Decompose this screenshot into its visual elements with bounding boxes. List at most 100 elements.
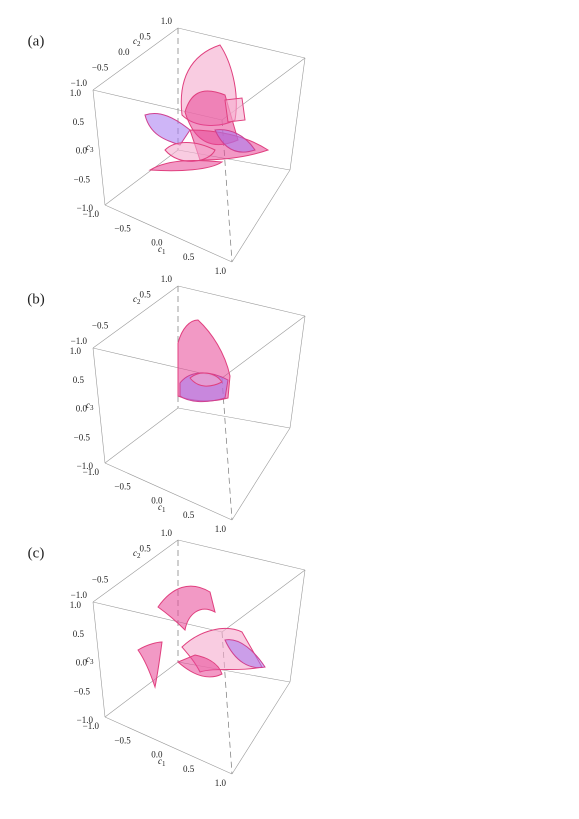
tick-label: −1.0 xyxy=(83,467,100,477)
axis-label-index: 1 xyxy=(162,760,166,768)
cube-edge xyxy=(104,661,179,718)
panel-label: (b) xyxy=(27,291,45,307)
surface xyxy=(137,641,163,689)
tick-label: −1.0 xyxy=(83,209,100,219)
panel: (a) 1.0 0.5 0.0 −0.5 −1.0 c2 1.0 0.5 0.0 −0.5 −1.0 c… xyxy=(28,16,306,276)
tick-label: −0.5 xyxy=(74,686,91,696)
axis-label: c1 xyxy=(158,502,166,514)
axis-label-index: 2 xyxy=(137,298,141,306)
tick-label: −0.5 xyxy=(74,174,91,184)
panel: (b) 1.0 0.5 −0.5 −1.0 c2 1.0 0.5 0.0 −0.5 −1.0 c3 −1… xyxy=(27,274,306,534)
tick-label: 0.5 xyxy=(183,510,195,520)
tick-label: 0.5 xyxy=(140,290,152,300)
tick-label: 0.0 xyxy=(118,47,130,57)
cube-edge xyxy=(92,89,106,206)
tick-label: 1.0 xyxy=(161,16,173,26)
cube-edge xyxy=(221,569,306,633)
tick-label: −1.0 xyxy=(77,461,94,471)
axis-label: c2 xyxy=(133,548,141,560)
tick-label: 0.0 xyxy=(76,146,88,156)
tick-label: 0.0 xyxy=(151,238,163,248)
tick-label: −1.0 xyxy=(71,336,88,346)
cube-edge xyxy=(104,204,233,263)
tick-label: 0.5 xyxy=(140,32,152,42)
surface xyxy=(157,585,216,632)
axis-label-index: 3 xyxy=(90,404,94,412)
axis-label-index: 2 xyxy=(137,40,141,48)
axis-label: c3 xyxy=(86,142,94,154)
tick-label: 1.0 xyxy=(215,778,227,788)
cube-edge xyxy=(231,427,291,521)
cube-edge xyxy=(289,315,306,429)
surface xyxy=(224,639,266,669)
tick-label: 1.0 xyxy=(70,600,82,610)
tick-label: 1.0 xyxy=(161,528,173,538)
tick-label: 0.0 xyxy=(76,658,88,668)
cube-edge xyxy=(177,285,306,317)
axis-label-index: 1 xyxy=(162,248,166,256)
cube-edge xyxy=(104,716,233,775)
axis-label: c2 xyxy=(133,36,141,48)
tick-label: 1.0 xyxy=(161,274,173,284)
cube-edge xyxy=(104,462,233,521)
cube-edge xyxy=(231,169,291,263)
tick-label: −0.5 xyxy=(92,63,109,73)
tick-label: 1.0 xyxy=(215,266,227,276)
cube-edge xyxy=(231,681,291,775)
tick-label: 0.5 xyxy=(73,117,85,127)
tick-label: −1.0 xyxy=(83,721,100,731)
surface xyxy=(214,129,256,153)
tick-label: −0.5 xyxy=(114,223,131,233)
tick-label: 0.0 xyxy=(76,404,88,414)
cube-edge xyxy=(177,407,291,429)
cube-edge xyxy=(92,347,106,464)
axis-label-index: 3 xyxy=(90,146,94,154)
tick-label: 1.0 xyxy=(70,88,82,98)
surface xyxy=(148,160,224,172)
panel: (c) 1.0 0.5 −0.5 −1.0 c2 1.0 0.5 0.0 −0.5 −1.0 c3 −1… xyxy=(28,528,306,788)
cube-edge xyxy=(92,539,179,603)
tick-label: −1.0 xyxy=(71,78,88,88)
cube-edge xyxy=(221,377,233,521)
tick-label: −0.5 xyxy=(114,481,131,491)
cube-edge xyxy=(104,407,179,464)
tick-label: 1.0 xyxy=(70,346,82,356)
cube-edge xyxy=(177,539,306,571)
surface xyxy=(144,113,191,146)
axis-label: c1 xyxy=(158,756,166,768)
cube-edge xyxy=(92,285,179,349)
tick-label: 0.5 xyxy=(73,375,85,385)
tick-label: 0.5 xyxy=(183,252,195,262)
tick-label: −0.5 xyxy=(114,735,131,745)
panel-label: (c) xyxy=(28,545,45,561)
axis-label-index: 2 xyxy=(137,552,141,560)
cube-edge xyxy=(289,569,306,683)
axis-label: c3 xyxy=(86,654,94,666)
tick-label: 0.5 xyxy=(140,544,152,554)
cube-edge xyxy=(177,27,306,59)
tick-label: −0.5 xyxy=(74,432,91,442)
axis-label-index: 3 xyxy=(90,658,94,666)
axis-label-index: 1 xyxy=(162,506,166,514)
tick-label: 0.0 xyxy=(151,496,163,506)
tick-label: −1.0 xyxy=(77,203,94,213)
axis-label: c2 xyxy=(133,294,141,306)
tick-label: 0.5 xyxy=(183,764,195,774)
surface xyxy=(164,142,216,162)
cube-edge xyxy=(92,601,106,718)
panel-label: (a) xyxy=(28,33,45,49)
cube-edge xyxy=(104,149,179,206)
cube-edge xyxy=(289,57,306,171)
tick-label: 0.0 xyxy=(151,750,163,760)
tick-label: −1.0 xyxy=(77,715,94,725)
surface xyxy=(224,97,246,123)
axis-label: c3 xyxy=(86,400,94,412)
tick-label: −0.5 xyxy=(92,575,109,585)
tick-label: −1.0 xyxy=(71,590,88,600)
tick-label: 1.0 xyxy=(215,524,227,534)
cube-edge xyxy=(221,315,306,379)
tick-label: −0.5 xyxy=(92,321,109,331)
surface xyxy=(177,654,223,678)
